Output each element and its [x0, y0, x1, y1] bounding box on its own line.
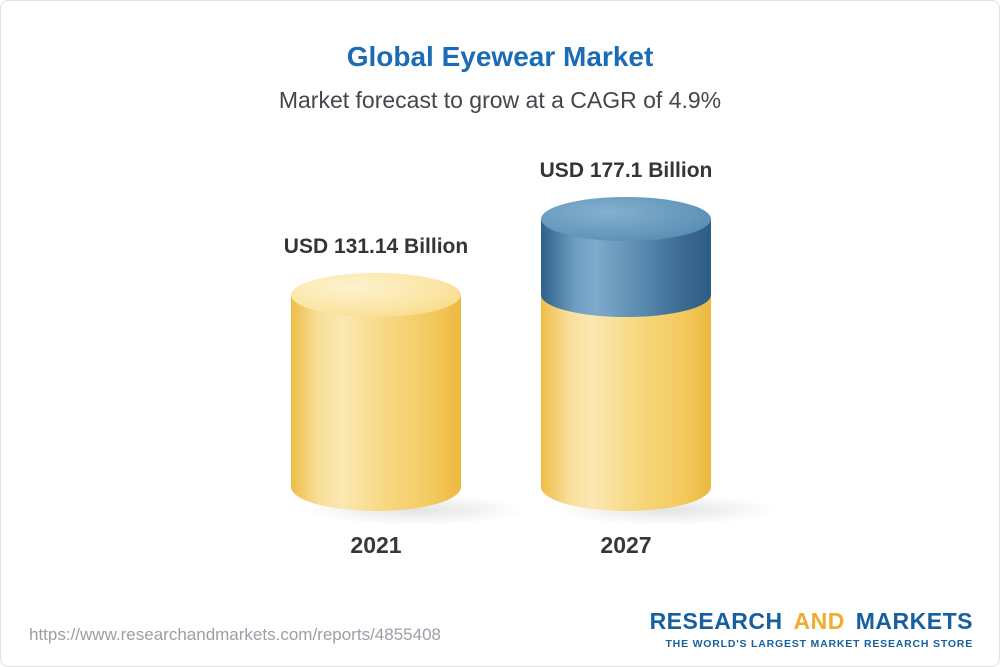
logo-tagline: THE WORLD'S LARGEST MARKET RESEARCH STOR…: [665, 638, 973, 650]
cylinder-2027-top-ellipse: [541, 197, 711, 241]
cylinder-2021-top-ellipse: [291, 273, 461, 317]
logo-word-research: RESEARCH: [649, 608, 783, 634]
logo-word-and: AND: [793, 608, 845, 634]
logo-wordmark: RESEARCH AND MARKETS: [650, 608, 973, 635]
cylinder-2021: [291, 273, 461, 511]
value-label-2021: USD 131.14 Billion: [283, 235, 469, 258]
category-label-2027: 2027: [600, 532, 652, 558]
logo-word-markets: MARKETS: [855, 608, 973, 634]
cylinder-2027: [541, 197, 711, 511]
source-url: https://www.researchandmarkets.com/repor…: [29, 625, 441, 644]
value-label-2027: USD 177.1 Billion: [539, 159, 713, 182]
cylinder-2027-base-segment: [541, 295, 711, 511]
research-and-markets-logo: RESEARCH AND MARKETS THE WORLD'S LARGEST…: [650, 608, 973, 650]
chart-header: Global Eyewear Market Market forecast to…: [1, 41, 999, 114]
page-title: Global Eyewear Market: [346, 41, 654, 72]
page-subtitle: Market forecast to grow at a CAGR of 4.9…: [278, 87, 722, 113]
category-label-2021: 2021: [350, 532, 402, 558]
cylinder-2021-body: [291, 295, 461, 511]
